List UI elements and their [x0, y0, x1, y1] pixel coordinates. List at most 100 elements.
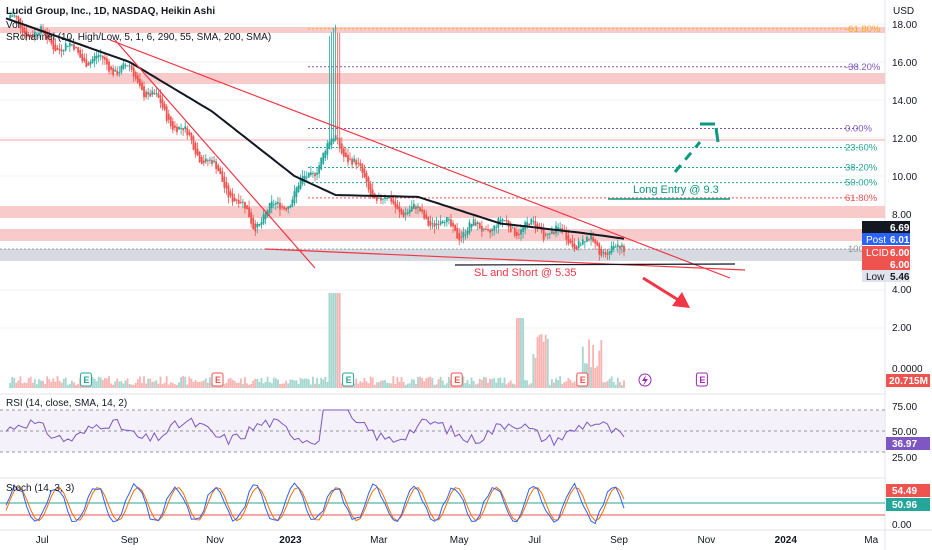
earnings-marker[interactable]: E	[211, 372, 224, 387]
volume-bar	[46, 376, 49, 388]
candle	[279, 197, 281, 217]
stoch-d-line	[5, 486, 625, 522]
candle	[36, 32, 38, 38]
candle	[143, 81, 145, 102]
candle	[46, 27, 49, 44]
candle	[132, 62, 135, 83]
volume-bar	[483, 376, 485, 388]
candle	[614, 243, 617, 248]
earnings-marker[interactable]: E	[342, 372, 355, 387]
candle	[412, 199, 415, 210]
volume-bar	[97, 376, 100, 388]
volume-bar	[530, 383, 533, 388]
volume-bar	[260, 378, 263, 388]
volume-bar	[209, 377, 211, 388]
candle	[476, 220, 479, 231]
volume-bar	[139, 376, 141, 388]
volume-bar	[237, 382, 240, 388]
candle	[270, 194, 273, 214]
volume-bar	[258, 382, 261, 388]
candle	[180, 123, 182, 135]
volume-bar	[54, 381, 57, 388]
time-tick-label: May	[450, 535, 469, 546]
volume-bar	[380, 380, 382, 388]
volume-bar	[157, 383, 160, 388]
trendline-upper	[109, 39, 731, 279]
sr-zone-top	[0, 27, 885, 33]
volume-bar	[388, 383, 391, 388]
volume-bar	[600, 340, 603, 388]
candle	[134, 70, 137, 82]
rsi-panel	[0, 409, 885, 453]
volume-bar	[441, 380, 444, 388]
earnings-marker[interactable]: E	[576, 372, 589, 387]
fib-label: -38.20%	[845, 62, 881, 73]
volume-bar	[546, 338, 549, 388]
svg-text:54.49: 54.49	[892, 486, 917, 497]
candle	[483, 227, 485, 232]
candle	[567, 229, 570, 246]
volume-bar	[511, 383, 514, 388]
candle	[511, 225, 514, 229]
earnings-marker[interactable]: E	[79, 372, 92, 387]
candle	[382, 198, 384, 205]
time-axis[interactable]: Jul Sep Nov 2023 Mar May Jul Sep Nov 2024 Ma	[36, 535, 879, 546]
volume-bar	[285, 380, 288, 388]
fib-label: 61.80%	[845, 193, 878, 204]
candle	[621, 242, 623, 254]
time-tick-label: Mar	[370, 535, 388, 546]
price-tick-label: 18.00	[892, 20, 917, 31]
candle	[299, 174, 302, 191]
volume-bar	[400, 377, 403, 388]
candle	[316, 167, 318, 181]
volume-bar	[297, 383, 300, 388]
volume-bar	[402, 382, 405, 388]
candle	[106, 55, 108, 71]
volume-bar	[171, 383, 174, 388]
trendlines[interactable]	[109, 39, 746, 308]
candle	[219, 166, 222, 175]
volume-bar	[320, 377, 323, 388]
volume-bar	[493, 378, 496, 388]
candle	[513, 226, 516, 238]
earnings-marker[interactable]: E	[695, 372, 708, 387]
candle	[126, 65, 129, 67]
candle	[575, 245, 578, 251]
candle	[503, 220, 506, 222]
candle	[227, 182, 230, 204]
candle	[285, 206, 288, 212]
candle	[573, 238, 576, 252]
candle	[466, 227, 469, 239]
volume-bar	[198, 382, 201, 388]
stoch-axis: 54.49 50.96 0.00	[886, 484, 930, 531]
candle	[303, 170, 306, 186]
volume-bar	[606, 381, 609, 388]
volume-bar	[128, 384, 131, 388]
candle	[590, 230, 592, 246]
candle	[139, 72, 141, 89]
candle	[101, 55, 104, 65]
volume-bar	[305, 378, 308, 388]
earnings-marker[interactable]: E	[450, 372, 463, 387]
candle	[153, 88, 156, 95]
svg-text:6.01: 6.01	[890, 235, 910, 246]
candle	[417, 202, 419, 215]
volume-bar	[303, 378, 306, 388]
volume-bar	[439, 376, 442, 388]
price-badge: 6.00	[862, 258, 910, 271]
candle	[73, 42, 75, 52]
candle	[602, 249, 605, 258]
volume-bar	[515, 318, 518, 388]
volume-bar	[435, 384, 438, 388]
price-axis[interactable]: 18.00 16.00 14.00 12.00 10.00 8.00 4.00 2.00 0.0…	[892, 20, 923, 375]
volume-bar	[272, 377, 275, 388]
volume-bar	[194, 380, 197, 388]
candle	[365, 170, 368, 188]
volume-bar	[56, 376, 59, 388]
candle	[583, 241, 586, 248]
volume-bar	[594, 367, 597, 388]
volume-bar	[561, 384, 564, 388]
sr-zone-support	[0, 249, 885, 261]
split-marker-icon[interactable]	[638, 373, 652, 387]
fib-label: 0.00%	[845, 124, 872, 135]
